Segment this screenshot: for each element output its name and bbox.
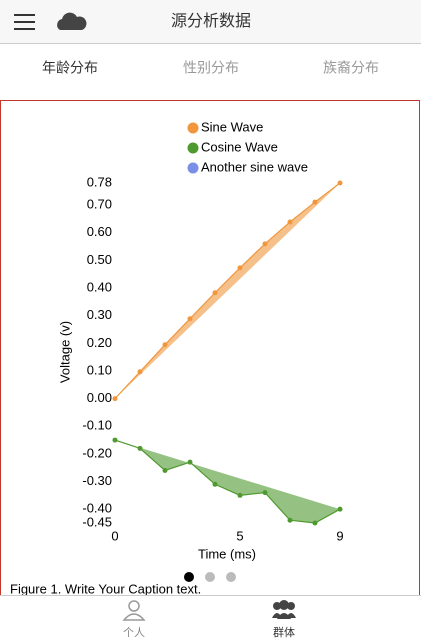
person-icon[interactable] <box>122 600 146 621</box>
data-point <box>312 199 318 205</box>
data-point <box>112 437 118 443</box>
y-tick-label: -0.45 <box>82 514 112 529</box>
data-point <box>262 241 268 247</box>
tab[interactable]: 族裔分布 <box>323 60 379 76</box>
series-line <box>114 182 341 400</box>
x-tick-label: 5 <box>236 528 243 543</box>
x-tick-label: 0 <box>111 528 118 543</box>
figure-caption: Figure 1. Write Your Caption text. <box>10 581 201 596</box>
data-point <box>212 290 218 296</box>
data-point <box>112 396 118 402</box>
y-tick-label: -0.20 <box>82 445 112 460</box>
series-area <box>115 440 340 523</box>
y-tick-label: 0.70 <box>87 197 112 212</box>
nav-label[interactable]: 个人 <box>123 626 145 639</box>
y-tick-label: -0.40 <box>82 501 112 516</box>
data-point <box>287 219 293 225</box>
legend-label: Sine Wave <box>201 119 263 134</box>
cloud-icon[interactable] <box>57 12 87 30</box>
tab[interactable]: 年龄分布 <box>42 60 98 76</box>
group-icon[interactable] <box>272 600 296 619</box>
y-tick-label: 0.50 <box>87 252 112 267</box>
legend-swatch <box>187 162 199 174</box>
legend-label: Another sine wave <box>201 159 308 174</box>
x-tick-label: 9 <box>336 528 343 543</box>
y-tick-label: 0.30 <box>87 307 112 322</box>
y-axis-label: Voltage (v) <box>57 321 72 383</box>
legend-swatch <box>187 142 199 154</box>
page-dot[interactable] <box>184 572 194 582</box>
page-dot[interactable] <box>205 572 215 582</box>
data-point <box>187 459 193 465</box>
plot: -0.45-0.40 -0.30 -0.20 -0.10 0.00 0.10 0.20 0.3… <box>82 119 343 543</box>
bottom-nav <box>0 595 421 642</box>
y-tick-label: -0.30 <box>82 473 112 488</box>
y-tick-label: 0.00 <box>87 390 112 405</box>
legend-swatch <box>187 122 199 134</box>
y-tick-label: -0.10 <box>82 418 112 433</box>
data-point <box>137 369 143 375</box>
series-area <box>115 183 340 399</box>
data-point <box>262 490 268 496</box>
legend-label: Cosine Wave <box>201 139 278 154</box>
data-point <box>162 342 168 348</box>
data-point <box>337 506 343 512</box>
data-point <box>162 467 168 473</box>
x-axis-label: Time (ms) <box>198 546 256 561</box>
data-point <box>137 445 143 451</box>
y-tick-label: 0.40 <box>87 279 112 294</box>
y-tick-label: 0.10 <box>87 362 112 377</box>
y-tick-label: 0.78 <box>87 174 112 189</box>
menu-button[interactable] <box>14 14 35 30</box>
data-point <box>237 492 243 498</box>
y-tick-label: 0.60 <box>87 224 112 239</box>
data-point <box>337 180 343 186</box>
data-point <box>287 517 293 523</box>
header-title: 源分析数据 <box>171 12 251 30</box>
data-point <box>212 481 218 487</box>
data-point <box>312 520 318 526</box>
data-point <box>187 316 193 322</box>
y-tick-label: 0.20 <box>87 335 112 350</box>
tab[interactable]: 性别分布 <box>183 60 239 76</box>
series-line <box>114 439 341 524</box>
nav-label[interactable]: 群体 <box>273 625 295 639</box>
data-point <box>237 265 243 271</box>
page-dot[interactable] <box>226 572 236 582</box>
